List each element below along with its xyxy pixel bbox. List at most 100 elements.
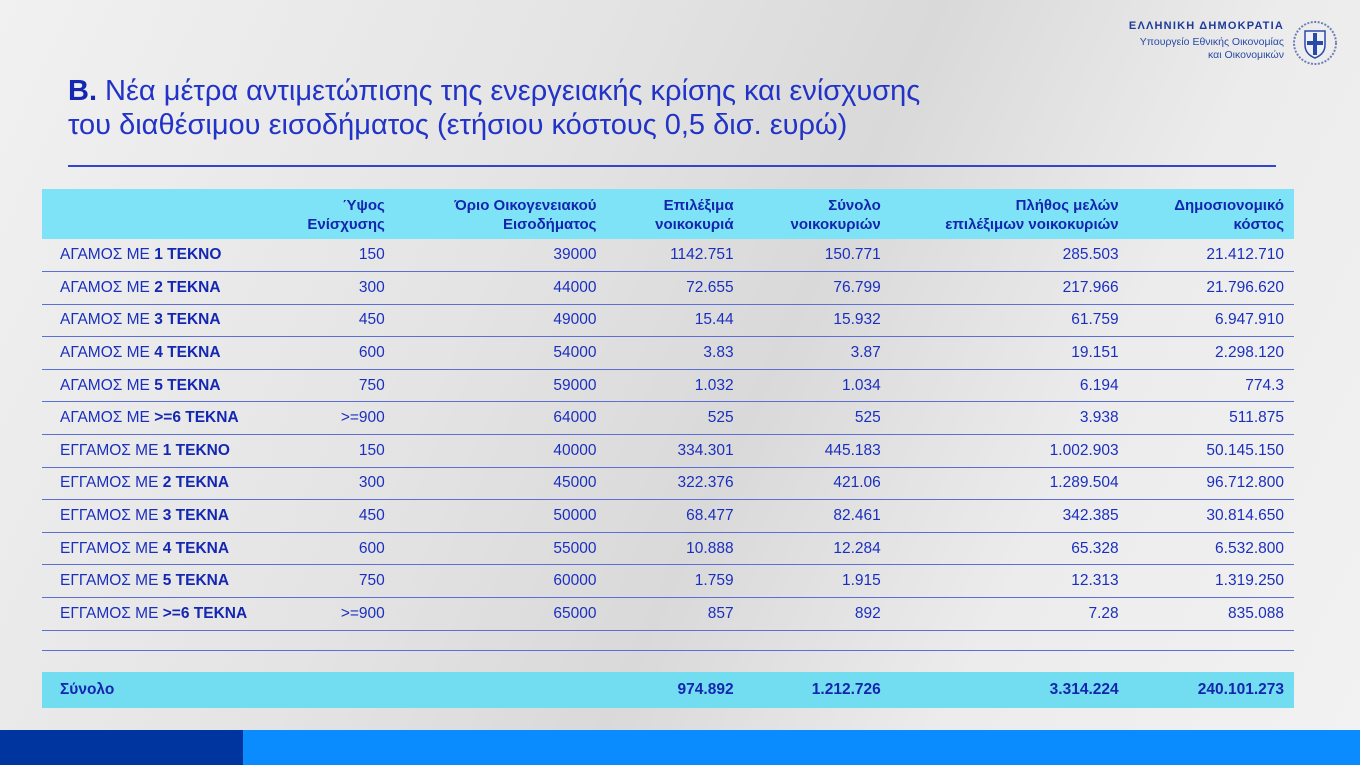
row-category: ΑΓΑΜΟΣ ΜΕ 5 ΤΕΚΝΑ bbox=[42, 369, 284, 403]
cell-amount: 450 bbox=[283, 304, 395, 338]
cell-eligible: 68.477 bbox=[606, 499, 744, 533]
footer-bar-dark bbox=[0, 730, 243, 765]
cell-cost: 21.412.710 bbox=[1128, 239, 1294, 273]
cell-eligible: 322.376 bbox=[606, 467, 744, 501]
column-header-income-limit: Όριο Οικογενειακού Εισοδήματος bbox=[454, 197, 597, 233]
cell-income-limit: 65000 bbox=[394, 597, 607, 631]
cell-total-households: 15.932 bbox=[743, 304, 891, 338]
cell-income-limit: 64000 bbox=[394, 401, 607, 436]
table-row: ΕΓΓΑΜΟΣ ΜΕ 2 ΤΕΚΝΑ 300 45000 322.376 421.06 1… bbox=[42, 467, 1294, 501]
cell-members: 1.002.903 bbox=[890, 434, 1129, 468]
cell-eligible: 525 bbox=[606, 401, 744, 436]
total-income-limit bbox=[394, 672, 607, 709]
title-line1: Νέα μέτρα αντιμετώπισης της ενεργειακής … bbox=[97, 75, 921, 107]
cell-income-limit: 60000 bbox=[394, 564, 607, 599]
cell-cost: 1.319.250 bbox=[1128, 564, 1294, 599]
table-header-row: Ύψος Ενίσχυσης Όριο Οικογενειακού Εισοδήμα… bbox=[42, 189, 1294, 239]
cell-income-limit: 44000 bbox=[394, 271, 607, 305]
ministry-name-line2: και Οικονομικών bbox=[1208, 49, 1284, 61]
cell-income-limit: 49000 bbox=[394, 304, 607, 338]
cell-amount: 300 bbox=[283, 271, 395, 305]
page-title: Β. Νέα μέτρα αντιμετώπισης της ενεργειακ… bbox=[68, 74, 920, 142]
cell-amount: >=900 bbox=[283, 597, 395, 631]
ministry-branding: ΕΛΛΗΝΙΚΗ ΔΗΜΟΚΡΑΤΙΑ Υπουργείο Εθνικής Οι… bbox=[1129, 20, 1284, 62]
cell-total-households: 3.87 bbox=[743, 336, 891, 370]
column-header-amount: Ύψος Ενίσχυσης bbox=[307, 197, 385, 233]
cell-amount: 150 bbox=[283, 239, 395, 273]
cell-cost: 6.532.800 bbox=[1128, 532, 1294, 566]
cell-cost: 96.712.800 bbox=[1128, 467, 1294, 501]
coat-of-arms-icon bbox=[1292, 20, 1338, 66]
column-header-eligible: Επιλέξιμα νοικοκυριά bbox=[655, 197, 734, 233]
total-members: 3.314.224 bbox=[890, 672, 1129, 709]
cell-eligible: 15.44 bbox=[606, 304, 744, 338]
cell-eligible: 72.655 bbox=[606, 271, 744, 305]
cell-amount: 600 bbox=[283, 336, 395, 370]
row-category: ΕΓΓΑΜΟΣ ΜΕ 5 ΤΕΚΝΑ bbox=[42, 564, 284, 599]
cell-total-households: 12.284 bbox=[743, 532, 891, 566]
cell-eligible: 857 bbox=[606, 597, 744, 631]
cell-eligible: 10.888 bbox=[606, 532, 744, 566]
table-row: ΕΓΓΑΜΟΣ ΜΕ 3 ΤΕΚΝΑ 450 50000 68.477 82.461 34… bbox=[42, 499, 1294, 533]
table-spacer-row bbox=[42, 630, 1294, 651]
cell-cost: 6.947.910 bbox=[1128, 304, 1294, 338]
row-category: ΕΓΓΑΜΟΣ ΜΕ 2 ΤΕΚΝΑ bbox=[42, 467, 284, 501]
cell-cost: 50.145.150 bbox=[1128, 434, 1294, 468]
cell-members: 285.503 bbox=[890, 239, 1129, 273]
cell-amount: 750 bbox=[283, 564, 395, 599]
cell-amount: 600 bbox=[283, 532, 395, 566]
table-row: ΕΓΓΑΜΟΣ ΜΕ >=6 ΤΕΚΝΑ >=900 65000 857 892 7.28… bbox=[42, 597, 1294, 631]
table-gap-row bbox=[42, 650, 1294, 672]
cell-eligible: 1142.751 bbox=[606, 239, 744, 273]
cell-members: 217.966 bbox=[890, 271, 1129, 305]
cell-income-limit: 59000 bbox=[394, 369, 607, 403]
ministry-name-line1: Υπουργείο Εθνικής Οικονομίας bbox=[1139, 36, 1284, 48]
cell-total-households: 82.461 bbox=[743, 499, 891, 533]
cell-eligible: 1.032 bbox=[606, 369, 744, 403]
cell-members: 61.759 bbox=[890, 304, 1129, 338]
cell-income-limit: 45000 bbox=[394, 467, 607, 501]
cell-total-households: 1.915 bbox=[743, 564, 891, 599]
total-total-households: 1.212.726 bbox=[743, 672, 891, 709]
column-header-total-households: Σύνολο νοικοκυριών bbox=[790, 197, 881, 233]
row-category: ΑΓΑΜΟΣ ΜΕ >=6 ΤΕΚΝΑ bbox=[42, 401, 284, 436]
cell-cost: 30.814.650 bbox=[1128, 499, 1294, 533]
row-category: ΑΓΑΜΟΣ ΜΕ 4 ΤΕΚΝΑ bbox=[42, 336, 284, 370]
cell-cost: 774.3 bbox=[1128, 369, 1294, 403]
cell-amount: 750 bbox=[283, 369, 395, 403]
title-line2: του διαθέσιμου εισοδήματος (ετήσιου κόστ… bbox=[68, 109, 848, 141]
table-row: ΑΓΑΜΟΣ ΜΕ 2 ΤΕΚΝΑ 300 44000 72.655 76.799 217… bbox=[42, 271, 1294, 305]
cell-members: 3.938 bbox=[890, 401, 1129, 436]
cell-cost: 2.298.120 bbox=[1128, 336, 1294, 370]
total-amount bbox=[283, 672, 395, 709]
row-category: ΑΓΑΜΟΣ ΜΕ 2 ΤΕΚΝΑ bbox=[42, 271, 284, 305]
table-row: ΑΓΑΜΟΣ ΜΕ 3 ΤΕΚΝΑ 450 49000 15.44 15.932 61.7… bbox=[42, 304, 1294, 338]
benefits-table: Ύψος Ενίσχυσης Όριο Οικογενειακού Εισοδήμα… bbox=[42, 189, 1294, 709]
cell-cost: 21.796.620 bbox=[1128, 271, 1294, 305]
cell-income-limit: 50000 bbox=[394, 499, 607, 533]
row-category: ΕΓΓΑΜΟΣ ΜΕ 3 ΤΕΚΝΑ bbox=[42, 499, 284, 533]
cell-members: 12.313 bbox=[890, 564, 1129, 599]
row-category: ΑΓΑΜΟΣ ΜΕ 3 ΤΕΚΝΑ bbox=[42, 304, 284, 338]
cell-amount: 150 bbox=[283, 434, 395, 468]
cell-eligible: 334.301 bbox=[606, 434, 744, 468]
cell-total-households: 421.06 bbox=[743, 467, 891, 501]
cell-members: 6.194 bbox=[890, 369, 1129, 403]
column-header-cost: Δημοσιονομικό κόστος bbox=[1174, 197, 1284, 233]
row-category: ΕΓΓΑΜΟΣ ΜΕ 4 ΤΕΚΝΑ bbox=[42, 532, 284, 566]
cell-eligible: 3.83 bbox=[606, 336, 744, 370]
cell-income-limit: 55000 bbox=[394, 532, 607, 566]
column-header-members: Πλήθος μελών επιλέξιμων νοικοκυριών bbox=[945, 197, 1119, 233]
cell-income-limit: 40000 bbox=[394, 434, 607, 468]
cell-members: 342.385 bbox=[890, 499, 1129, 533]
table-row: ΑΓΑΜΟΣ ΜΕ 1 ΤΕΚΝΟ 150 39000 1142.751 150.771… bbox=[42, 239, 1294, 273]
total-eligible: 974.892 bbox=[606, 672, 744, 709]
title-divider bbox=[68, 165, 1276, 167]
table-total-row: Σύνολο 974.892 1.212.726 3.314.224 240.101.2… bbox=[42, 672, 1294, 709]
table-row: ΕΓΓΑΜΟΣ ΜΕ 5 ΤΕΚΝΑ 750 60000 1.759 1.915 12.3… bbox=[42, 564, 1294, 599]
cell-total-households: 892 bbox=[743, 597, 891, 631]
cell-income-limit: 39000 bbox=[394, 239, 607, 273]
table-row: ΑΓΑΜΟΣ ΜΕ 5 ΤΕΚΝΑ 750 59000 1.032 1.034 6.194… bbox=[42, 369, 1294, 403]
cell-members: 1.289.504 bbox=[890, 467, 1129, 501]
total-label: Σύνολο bbox=[42, 672, 284, 709]
